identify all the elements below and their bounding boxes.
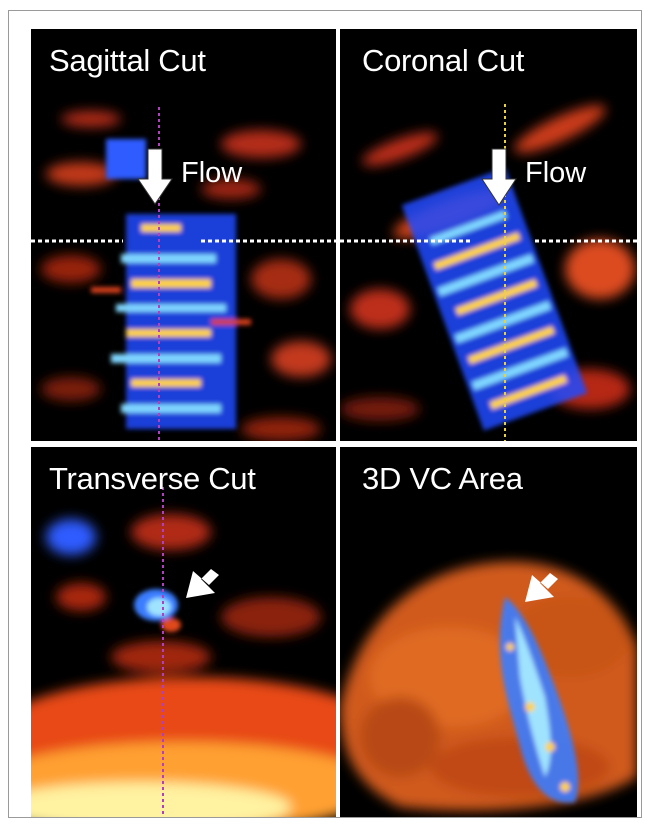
panel-title: Sagittal Cut: [49, 43, 206, 78]
diagonal-arrow-icon: [186, 569, 219, 598]
vc-area-panel: 3D VC Area: [340, 447, 637, 817]
panel-title: 3D VC Area: [362, 461, 523, 496]
figure-frame: Sagittal Cut Flow: [8, 10, 642, 818]
vc-area-image: [340, 561, 637, 811]
down-arrow-icon: [481, 148, 517, 206]
diagonal-arrow-icon: [525, 573, 558, 602]
coronal-image: [340, 104, 637, 441]
coronal-panel: Coronal Cut Flow: [340, 29, 637, 441]
panel-title: Transverse Cut: [49, 461, 256, 496]
transverse-image: [31, 487, 336, 817]
flow-label: Flow: [525, 157, 587, 189]
flow-label: Flow: [181, 157, 243, 189]
panel-title: Coronal Cut: [362, 43, 525, 78]
sagittal-panel: Sagittal Cut Flow: [31, 29, 336, 441]
down-arrow-icon: [137, 148, 173, 205]
transverse-panel: Transverse Cut: [31, 447, 336, 817]
